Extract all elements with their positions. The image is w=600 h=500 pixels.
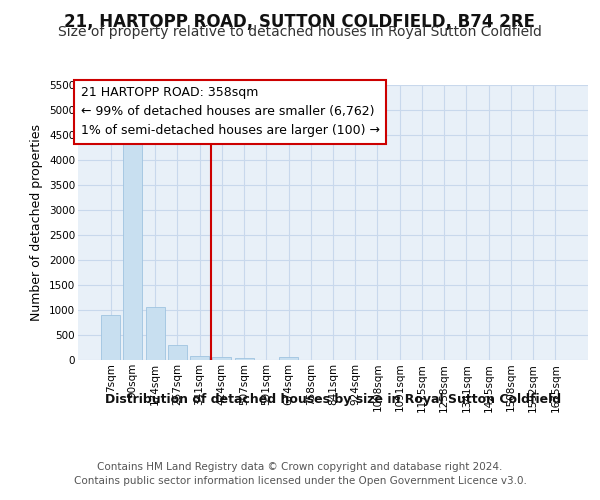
Text: Contains HM Land Registry data © Crown copyright and database right 2024.: Contains HM Land Registry data © Crown c… — [97, 462, 503, 472]
Bar — [146, 307, 164, 360]
Text: Contains public sector information licensed under the Open Government Licence v3: Contains public sector information licen… — [74, 476, 526, 486]
Bar — [101, 315, 120, 360]
Bar — [124, 132, 142, 360]
Bar — [212, 356, 231, 360]
Bar — [279, 357, 298, 360]
Bar — [168, 345, 187, 360]
Text: 21 HARTOPP ROAD: 358sqm
← 99% of detached houses are smaller (6,762)
1% of semi-: 21 HARTOPP ROAD: 358sqm ← 99% of detache… — [80, 86, 380, 138]
Bar — [190, 356, 209, 360]
Text: Distribution of detached houses by size in Royal Sutton Coldfield: Distribution of detached houses by size … — [105, 392, 561, 406]
Text: 21, HARTOPP ROAD, SUTTON COLDFIELD, B74 2RE: 21, HARTOPP ROAD, SUTTON COLDFIELD, B74 … — [65, 12, 536, 30]
Y-axis label: Number of detached properties: Number of detached properties — [31, 124, 43, 321]
Text: Size of property relative to detached houses in Royal Sutton Coldfield: Size of property relative to detached ho… — [58, 25, 542, 39]
Bar — [235, 358, 254, 360]
